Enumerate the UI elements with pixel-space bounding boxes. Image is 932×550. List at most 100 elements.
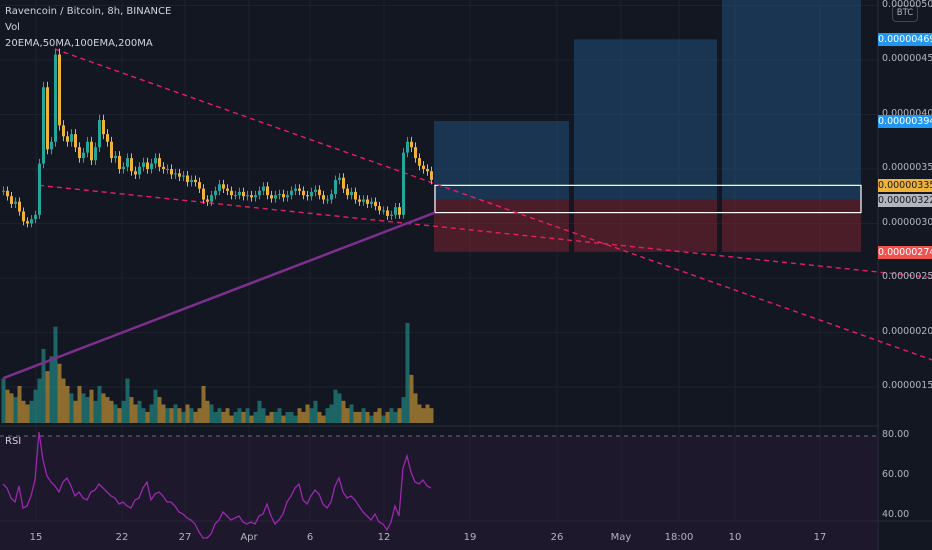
candle-body xyxy=(154,158,157,164)
volume-bar xyxy=(245,408,250,423)
target-zone xyxy=(574,39,717,200)
volume-bar xyxy=(73,400,78,423)
volume-bar xyxy=(193,411,198,423)
volume-bar xyxy=(301,411,306,423)
candle-body xyxy=(230,190,233,196)
candle-body xyxy=(18,201,21,212)
volume-bar xyxy=(149,404,154,423)
candle-body xyxy=(282,194,285,198)
target-zone xyxy=(434,121,569,200)
volume-legend: Vol xyxy=(5,22,20,33)
position-boxes[interactable] xyxy=(434,0,862,252)
candle-body xyxy=(386,210,389,216)
candle-body xyxy=(206,199,209,202)
volume-bar xyxy=(1,378,6,423)
price-tag-last: 0.00000335 xyxy=(878,179,932,193)
candle-body xyxy=(262,186,265,191)
volume-bar xyxy=(257,400,262,423)
candle-body xyxy=(370,201,373,204)
candle-body xyxy=(46,87,49,150)
candle-body xyxy=(342,177,345,189)
candle-body xyxy=(310,191,313,197)
time-axis-label: 27 xyxy=(178,532,192,543)
candle-body xyxy=(86,141,89,153)
volume-bar xyxy=(325,408,330,423)
candle-body xyxy=(118,155,121,169)
volume-bar xyxy=(309,408,314,423)
volume-bar xyxy=(161,404,166,423)
volume-bar xyxy=(393,411,398,423)
volume-bar xyxy=(409,374,414,423)
volume-bar xyxy=(385,411,390,423)
currency-badge[interactable]: BTC xyxy=(892,5,918,22)
candle-body xyxy=(346,188,349,196)
volume-bar xyxy=(417,404,422,423)
volume-bar xyxy=(277,408,282,423)
volume-bar xyxy=(285,411,290,423)
volume-bar xyxy=(321,415,326,423)
candle-body xyxy=(390,214,393,216)
candle-body xyxy=(166,169,169,170)
candle-body xyxy=(406,141,409,153)
candle-body xyxy=(78,147,81,159)
candle-body xyxy=(358,199,361,202)
time-axis-label: 6 xyxy=(306,532,314,543)
volume-bar xyxy=(153,389,158,423)
indicators-legend: 20EMA,50MA,100EMA,200MA xyxy=(5,38,153,49)
volume-bar xyxy=(9,393,14,423)
candle-body xyxy=(162,166,165,169)
time-axis-label: 18:00 xyxy=(664,532,694,543)
candle-body xyxy=(338,177,341,180)
volume-bar xyxy=(237,408,242,423)
price-axis-label: 0.00000150 xyxy=(882,380,932,391)
volume-bar xyxy=(297,408,302,423)
price-tag-stop: 0.00000274 xyxy=(878,245,932,259)
volume-bar xyxy=(401,397,406,423)
candle-body xyxy=(182,175,185,177)
volume-bar xyxy=(381,415,386,423)
candle-body xyxy=(62,125,65,137)
volume-bar xyxy=(361,408,366,423)
candle-body xyxy=(318,189,321,196)
volume-bar xyxy=(205,400,210,423)
candle-body xyxy=(142,162,145,167)
candle-body xyxy=(298,188,301,191)
volume-bar xyxy=(109,400,114,423)
volume-bar xyxy=(173,404,178,423)
candle-body xyxy=(2,190,5,192)
candle-body xyxy=(114,155,117,159)
candle-body xyxy=(362,199,365,202)
volume-bar xyxy=(337,393,342,423)
candle-body xyxy=(286,195,289,198)
trendline-EMA xyxy=(2,211,436,380)
candle-body xyxy=(134,171,137,175)
candle-body xyxy=(214,190,217,196)
candle-body xyxy=(410,141,413,148)
candle-body xyxy=(270,195,273,199)
volume-bar xyxy=(313,400,318,423)
candle-body xyxy=(30,219,33,224)
candle-body xyxy=(126,158,129,167)
volume-bar xyxy=(41,348,46,423)
stop-zone xyxy=(574,199,717,252)
time-axis-label: 12 xyxy=(377,532,391,543)
volume-bar xyxy=(105,397,110,423)
candle-body xyxy=(238,191,241,196)
trendlines[interactable] xyxy=(2,48,932,436)
volume-bar xyxy=(181,411,186,423)
volume-bar xyxy=(377,408,382,423)
volume-bar xyxy=(357,411,362,423)
candle-body xyxy=(366,199,369,204)
price-tag-target: 0.00000394 xyxy=(878,115,932,129)
candle-body xyxy=(254,195,257,198)
candle-body xyxy=(402,152,405,215)
trendline-descending-resistance xyxy=(54,48,932,361)
volume-bar xyxy=(349,404,354,423)
volume-bar xyxy=(77,385,82,423)
volume-bar xyxy=(17,385,22,423)
candle-body xyxy=(426,169,429,172)
volume-bar xyxy=(37,378,42,423)
